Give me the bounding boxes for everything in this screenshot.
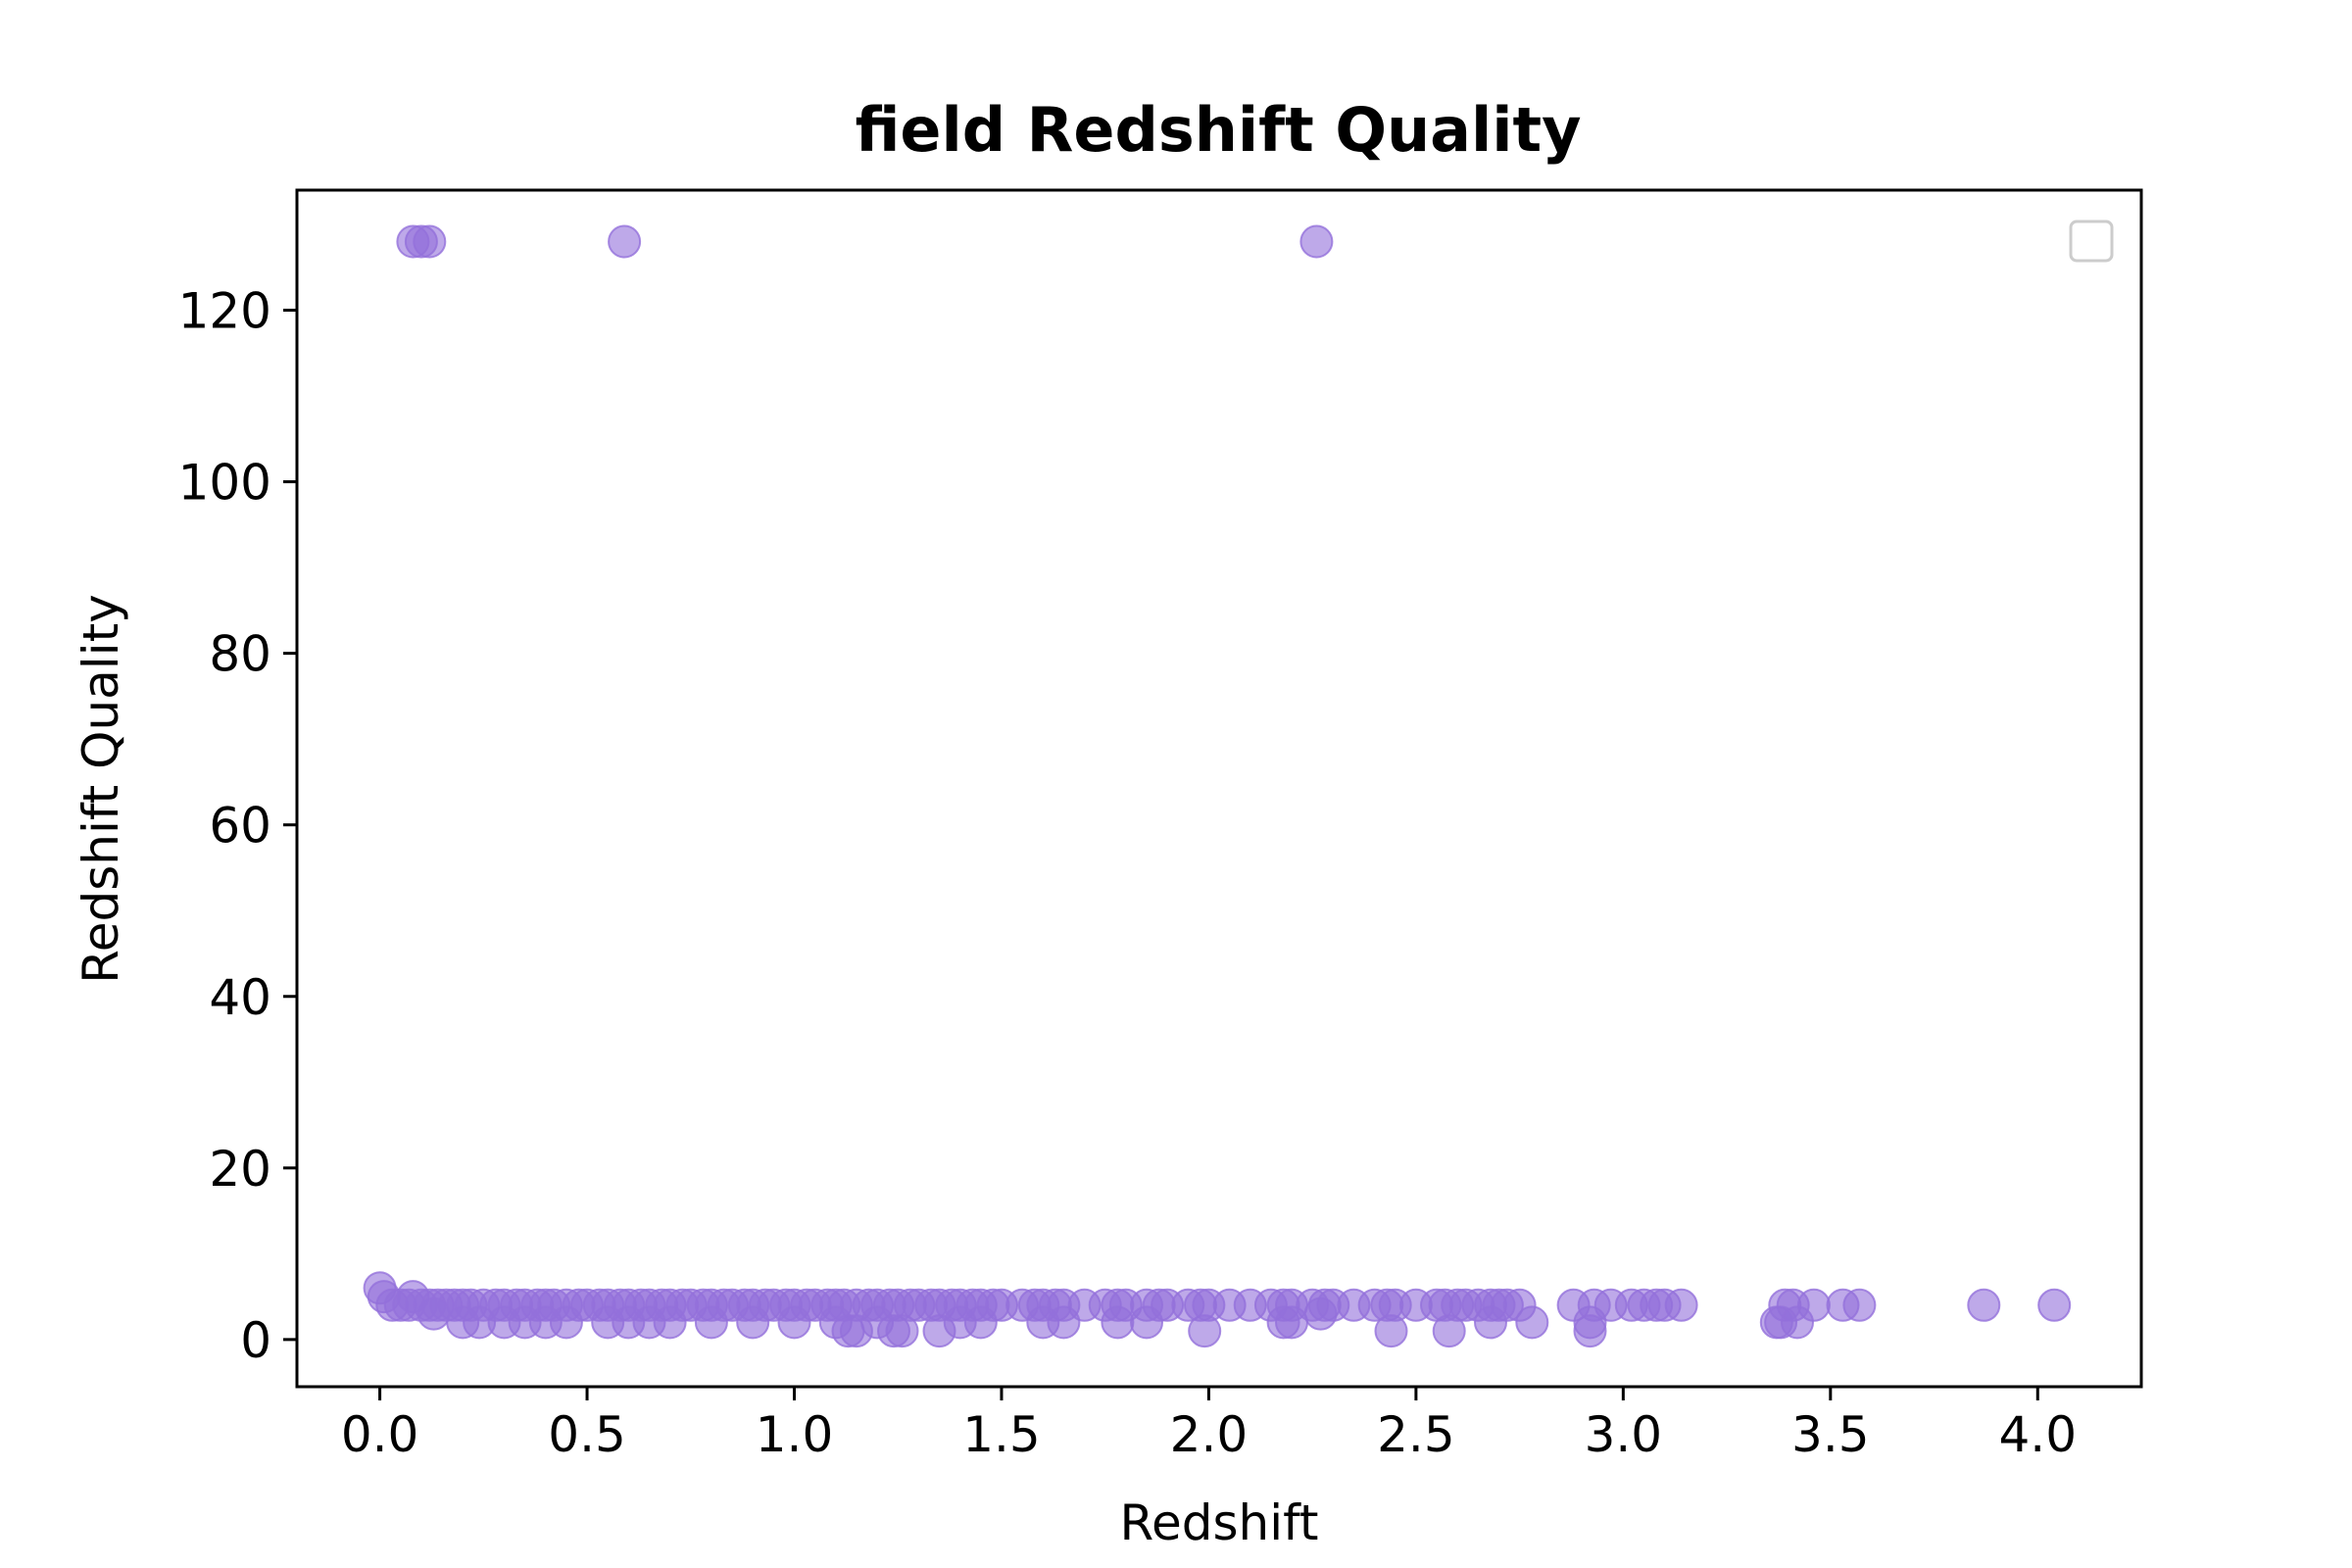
- x-tick-label: 1.0: [756, 1406, 834, 1463]
- data-point: [1515, 1305, 1549, 1340]
- y-tick-label: 100: [178, 455, 271, 512]
- x-tick-label: 2.0: [1170, 1406, 1249, 1463]
- data-point: [416, 1297, 451, 1331]
- data-point: [549, 1305, 583, 1340]
- data-point: [1299, 224, 1334, 259]
- y-tick-label: 120: [178, 283, 271, 340]
- data-point: [1047, 1305, 1081, 1340]
- data-point: [885, 1314, 919, 1348]
- data-point: [653, 1305, 687, 1340]
- data-point: [1432, 1314, 1466, 1348]
- data-point: [736, 1305, 770, 1340]
- data-point: [1374, 1314, 1408, 1348]
- data-point: [1664, 1288, 1698, 1322]
- data-point: [1781, 1305, 1814, 1340]
- x-axis: 0.0 0.5 1.0 1.5 2.0 2.5 3.0 3.5 4.0: [341, 1387, 2077, 1463]
- x-tick-label: 0.5: [548, 1406, 626, 1463]
- data-point: [1275, 1305, 1308, 1340]
- data-point: [1101, 1305, 1135, 1340]
- x-tick-label: 3.5: [1791, 1406, 1870, 1463]
- data-point: [1842, 1288, 1877, 1322]
- y-tick-label: 20: [209, 1141, 271, 1198]
- chart-title: field Redshift Quality: [855, 94, 1581, 166]
- data-point: [1303, 1297, 1338, 1331]
- x-tick-label: 1.5: [962, 1406, 1041, 1463]
- y-tick-label: 60: [209, 798, 271, 855]
- legend-box: [2069, 220, 2114, 263]
- y-tick-label: 0: [240, 1312, 271, 1369]
- x-tick-label: 3.0: [1585, 1406, 1663, 1463]
- x-tick-label: 2.5: [1377, 1406, 1455, 1463]
- plot-area: [363, 224, 2072, 1348]
- data-point: [608, 224, 642, 259]
- data-point: [1188, 1314, 1222, 1348]
- data-point: [1573, 1314, 1607, 1348]
- y-axis: 0 20 40 60 80 100 120: [178, 283, 297, 1369]
- data-point: [1130, 1305, 1163, 1340]
- y-tick-label: 80: [209, 626, 271, 683]
- data-point: [963, 1305, 998, 1340]
- x-axis-label: Redshift: [1120, 1494, 1319, 1551]
- x-tick-label: 0.0: [341, 1406, 419, 1463]
- data-point: [694, 1305, 728, 1340]
- axes-frame: [295, 188, 2143, 1389]
- x-tick-label: 4.0: [1999, 1406, 2078, 1463]
- data-point: [413, 224, 447, 259]
- y-axis-label: Redshift Quality: [73, 594, 129, 984]
- y-tick-label: 40: [209, 969, 271, 1026]
- data-point: [777, 1305, 811, 1340]
- data-point: [1967, 1288, 2001, 1322]
- data-point: [1474, 1305, 1507, 1340]
- data-point: [2037, 1288, 2072, 1322]
